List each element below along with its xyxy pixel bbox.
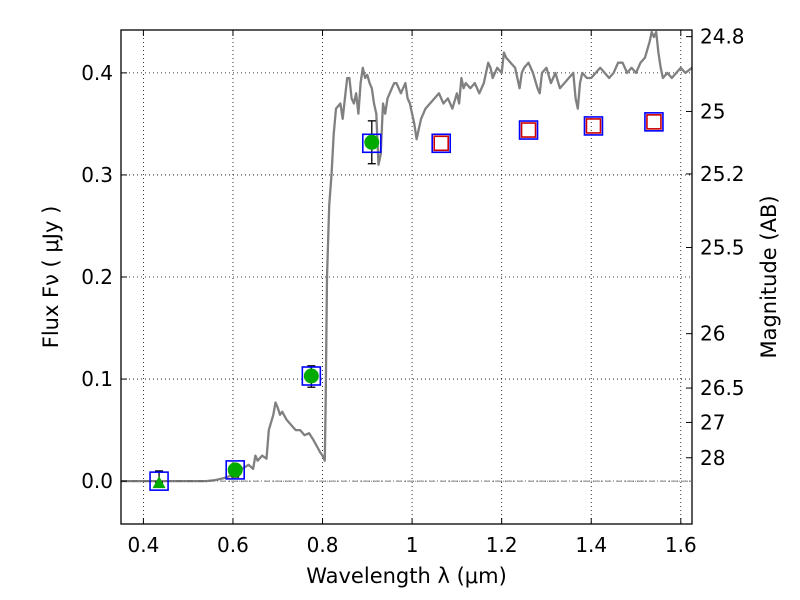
red-square-point — [433, 135, 450, 152]
data-marks — [149, 112, 664, 491]
right-tick-label: 24.8 — [700, 25, 745, 49]
red-square-point — [646, 114, 662, 130]
red-square-point — [585, 118, 602, 134]
x-axis-label: Wavelength λ (μm) — [306, 564, 507, 588]
right-tick-label: 25 — [700, 99, 725, 123]
x-tick-label: 1.6 — [665, 533, 697, 557]
green-circle-point — [303, 368, 319, 384]
grid-lines — [121, 30, 692, 524]
blue-square-outline — [583, 116, 604, 136]
right-tick-label: 25.5 — [700, 236, 745, 260]
right-tick-label: 27 — [700, 410, 725, 434]
plot-frame — [120, 29, 693, 525]
blue-square-point — [301, 366, 322, 386]
axis-ticks: 0.4 0.6 0.8 1 1.2 1.4 1.6 0.0 0.1 0.2 0.3 0.4 24.8 25… — [81, 25, 744, 557]
blue-square-point — [149, 471, 169, 491]
right-tick-label: 28 — [700, 446, 725, 470]
x-tick-label: 1 — [406, 533, 419, 557]
x-tick-label: 0.8 — [307, 533, 339, 557]
y-tick-label: 0.1 — [81, 367, 113, 391]
y-axis-label: Flux Fν ( μJy ) — [39, 206, 63, 349]
model-spectrum-line — [121, 30, 693, 483]
right-tick-label: 26.5 — [700, 376, 745, 400]
blue-square-outline — [518, 120, 539, 140]
blue-square-point — [225, 460, 245, 480]
green-circle-point — [364, 134, 380, 150]
blue-square-outline — [431, 133, 452, 154]
right-tick-label: 25.2 — [700, 162, 745, 186]
model-spectrum-layer — [121, 30, 693, 483]
blue-square-outline — [644, 112, 664, 132]
y-tick-label: 0.4 — [81, 61, 113, 85]
y-tick-label: 0.3 — [81, 163, 113, 187]
y-tick-label: 0.0 — [81, 469, 113, 493]
x-tick-label: 0.4 — [127, 533, 159, 557]
green-triangle-point — [152, 476, 166, 489]
x-tick-label: 0.6 — [217, 533, 249, 557]
x-tick-label: 1.2 — [486, 533, 518, 557]
y-tick-label: 0.2 — [81, 265, 113, 289]
x-tick-label: 1.4 — [575, 533, 607, 557]
red-square-point — [520, 122, 537, 138]
right-tick-label: 26 — [700, 322, 725, 346]
blue-square-point — [361, 133, 382, 154]
green-circle-point — [227, 462, 243, 478]
right-axis-label: Magnitude (AB) — [757, 195, 781, 358]
